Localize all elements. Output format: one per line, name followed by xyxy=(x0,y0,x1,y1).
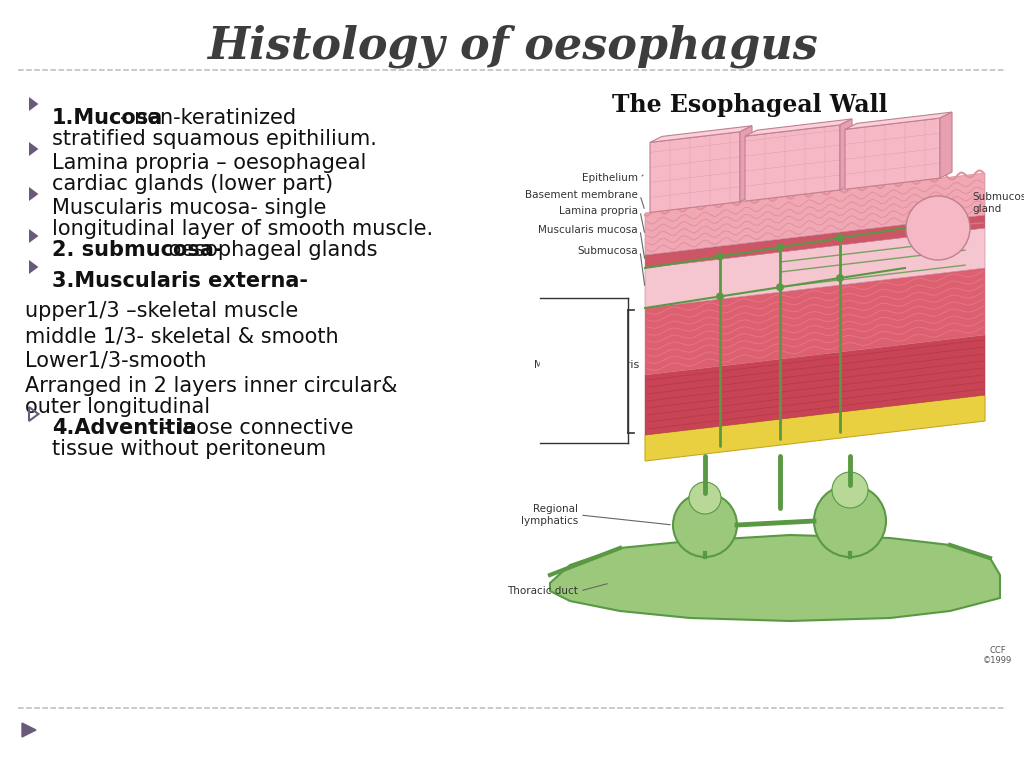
Text: Submucosal
gland: Submucosal gland xyxy=(972,192,1024,214)
Polygon shape xyxy=(645,173,985,255)
Text: Arranged in 2 layers inner circular&: Arranged in 2 layers inner circular& xyxy=(25,376,397,396)
Text: longitudinal layer of smooth muscle.: longitudinal layer of smooth muscle. xyxy=(52,219,433,239)
Text: tissue without peritoneum: tissue without peritoneum xyxy=(52,439,326,459)
Circle shape xyxy=(776,243,784,251)
Polygon shape xyxy=(645,268,985,375)
Polygon shape xyxy=(740,126,752,202)
Circle shape xyxy=(906,196,970,260)
Circle shape xyxy=(716,293,724,300)
Text: 2. submucosa-: 2. submucosa- xyxy=(52,240,222,260)
Circle shape xyxy=(689,482,721,514)
Polygon shape xyxy=(650,126,752,142)
Polygon shape xyxy=(745,119,852,136)
Polygon shape xyxy=(645,395,985,461)
Text: Muscularis mucosa- single: Muscularis mucosa- single xyxy=(52,198,327,218)
Text: Lower1/3-smooth: Lower1/3-smooth xyxy=(25,351,207,371)
Circle shape xyxy=(836,234,844,242)
Polygon shape xyxy=(645,228,985,308)
Polygon shape xyxy=(645,335,985,435)
Text: Muscularis mucosa: Muscularis mucosa xyxy=(539,225,638,235)
Polygon shape xyxy=(29,97,39,111)
Polygon shape xyxy=(845,112,952,129)
Polygon shape xyxy=(550,535,1000,621)
Polygon shape xyxy=(29,187,39,201)
Text: upper1/3 –skeletal muscle: upper1/3 –skeletal muscle xyxy=(25,301,298,321)
Text: 4.Adventitia: 4.Adventitia xyxy=(52,418,197,438)
Text: 1.Mucosa: 1.Mucosa xyxy=(52,108,163,128)
Polygon shape xyxy=(940,112,952,178)
Text: The Esophageal Wall: The Esophageal Wall xyxy=(612,93,888,117)
Polygon shape xyxy=(29,142,39,156)
Circle shape xyxy=(673,493,737,557)
Text: Histology of oesophagus: Histology of oesophagus xyxy=(207,25,817,68)
Text: Thoracic duct: Thoracic duct xyxy=(507,586,578,596)
Text: middle 1/3- skeletal & smooth: middle 1/3- skeletal & smooth xyxy=(25,326,339,346)
Polygon shape xyxy=(22,723,36,737)
Text: Submucosa: Submucosa xyxy=(578,246,638,256)
Text: outer longitudinal: outer longitudinal xyxy=(25,397,210,417)
Circle shape xyxy=(831,472,868,508)
Polygon shape xyxy=(540,298,628,443)
Text: oesophageal glands: oesophageal glands xyxy=(163,240,378,260)
Polygon shape xyxy=(29,229,39,243)
Circle shape xyxy=(836,274,844,282)
Text: Muscularis
propria: Muscularis propria xyxy=(581,360,640,382)
Text: stratified squamous epithilium.: stratified squamous epithilium. xyxy=(52,129,377,149)
Circle shape xyxy=(776,283,784,291)
Text: Epithelium: Epithelium xyxy=(582,173,638,183)
Text: Regional
lymphatics: Regional lymphatics xyxy=(521,505,578,526)
Polygon shape xyxy=(650,132,740,213)
Text: Lamina propria: Lamina propria xyxy=(559,206,638,216)
Polygon shape xyxy=(29,260,39,274)
Polygon shape xyxy=(840,119,852,190)
Polygon shape xyxy=(645,215,985,268)
Text: 3.Muscularis externa-: 3.Muscularis externa- xyxy=(52,271,308,291)
Circle shape xyxy=(716,253,724,260)
Polygon shape xyxy=(845,118,940,190)
Text: – loose connective: – loose connective xyxy=(154,418,353,438)
Text: cardiac glands (lower part): cardiac glands (lower part) xyxy=(52,174,333,194)
Text: Muscularis
propria: Muscularis propria xyxy=(535,360,590,382)
Text: CCF
©1999: CCF ©1999 xyxy=(983,646,1013,665)
Text: Basement membrane: Basement membrane xyxy=(525,190,638,200)
Circle shape xyxy=(814,485,886,557)
Text: - non-keratinized: - non-keratinized xyxy=(120,108,296,128)
Text: Lamina propria – oesophageal: Lamina propria – oesophageal xyxy=(52,153,367,173)
Polygon shape xyxy=(745,125,840,201)
